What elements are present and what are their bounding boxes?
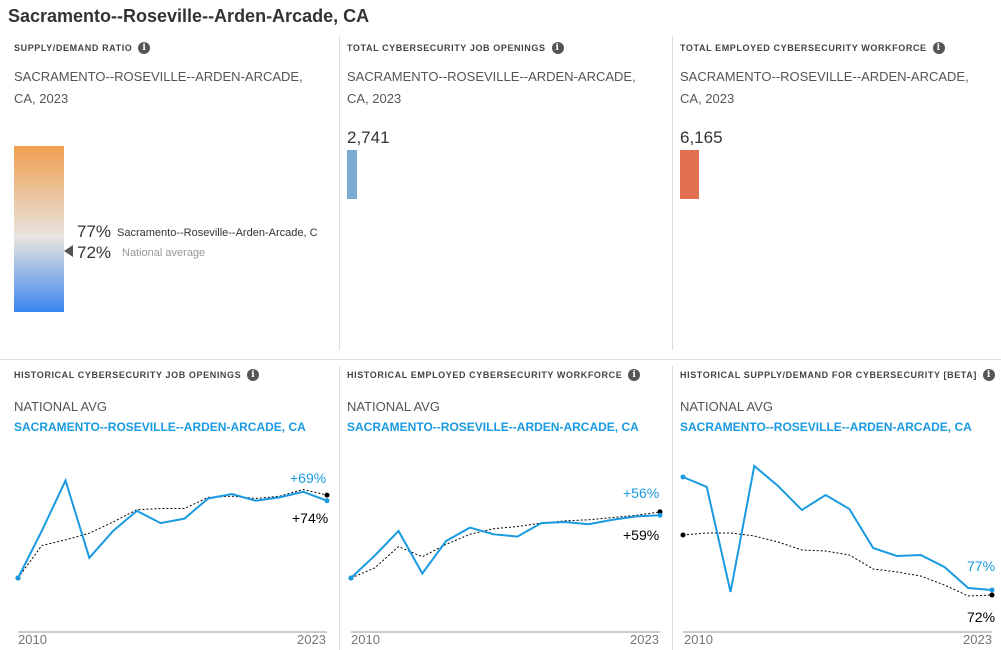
panel-header: HISTORICAL EMPLOYED CYBERSECURITY WORKFO… — [347, 370, 623, 380]
info-icon[interactable]: i — [551, 42, 564, 54]
panel-subtitle: SACRAMENTO--ROSEVILLE--ARDEN-ARCADE, CA,… — [680, 69, 969, 106]
panel-header: TOTAL EMPLOYED CYBERSECURITY WORKFORCE — [680, 43, 927, 53]
page-title: Sacramento--Roseville--Arden-Arcade, CA — [8, 6, 370, 26]
national-line — [682, 532, 993, 597]
panel-header: TOTAL CYBERSECURITY JOB OPENINGS — [347, 43, 546, 53]
info-icon[interactable]: i — [628, 369, 641, 381]
national-point — [324, 492, 330, 498]
local-line — [350, 514, 661, 579]
local-point — [348, 575, 354, 581]
national-marker-icon — [64, 245, 73, 257]
local-end-label: +56% — [623, 485, 660, 501]
local-point — [657, 512, 663, 518]
divider — [672, 366, 673, 650]
x-tick-label: 2023 — [630, 632, 659, 647]
x-tick-label: 2010 — [18, 632, 47, 647]
legend-national: NATIONAL AVG — [680, 399, 773, 414]
x-tick-label: 2010 — [351, 632, 380, 647]
local-point — [324, 498, 330, 504]
x-tick-label: 2023 — [297, 632, 326, 647]
national-line — [350, 511, 661, 579]
hist-openings-panel: HISTORICAL CYBERSECURITY JOB OPENINGS i N… — [14, 369, 344, 434]
legend-national: NATIONAL AVG — [347, 399, 440, 414]
local-end-label: +69% — [290, 470, 327, 486]
national-end-label: +59% — [623, 527, 660, 543]
info-icon[interactable]: i — [982, 369, 995, 381]
historical-charts — [15, 464, 995, 633]
local-point — [989, 587, 995, 593]
workforce-bar — [680, 150, 699, 199]
national-end-label: 72% — [967, 609, 996, 625]
legend-local: SACRAMENTO--ROSEVILLE--ARDEN-ARCADE, CA — [347, 420, 639, 434]
panel-header: HISTORICAL CYBERSECURITY JOB OPENINGS — [14, 370, 242, 380]
ratio-gradient-scale — [14, 146, 64, 312]
local-ratio-value: 77% — [77, 222, 112, 241]
x-tick-label: 2023 — [963, 632, 992, 647]
workforce-value: 6,165 — [680, 128, 723, 147]
local-point — [680, 474, 686, 480]
x-tick-label: 2010 — [684, 632, 713, 647]
panel-subtitle: SACRAMENTO--ROSEVILLE--ARDEN-ARCADE, CA,… — [14, 69, 303, 106]
panel-header: HISTORICAL SUPPLY/DEMAND FOR CYBERSECURI… — [680, 370, 977, 380]
info-icon[interactable]: i — [247, 369, 260, 381]
national-ratio-label: National average — [122, 247, 206, 259]
divider — [0, 359, 1001, 360]
national-point — [989, 592, 995, 598]
legend-national: NATIONAL AVG — [14, 399, 107, 414]
job-openings-panel: TOTAL CYBERSECURITY JOB OPENINGS i SACRAM… — [347, 42, 677, 110]
national-line — [17, 489, 328, 579]
local-line — [682, 464, 993, 593]
national-ratio-value: 72% — [77, 243, 112, 262]
local-point — [15, 575, 21, 581]
supply-demand-ratio-panel: SUPPLY/DEMAND RATIO i SACRAMENTO--ROSEVIL… — [14, 42, 344, 110]
info-icon[interactable]: i — [932, 42, 945, 54]
divider — [672, 36, 673, 350]
legend-local: SACRAMENTO--ROSEVILLE--ARDEN-ARCADE, CA — [14, 420, 306, 434]
info-icon[interactable]: i — [138, 42, 151, 54]
job-openings-bar — [347, 150, 357, 199]
national-end-label: +74% — [292, 510, 329, 526]
hist-supply-demand-panel: HISTORICAL SUPPLY/DEMAND FOR CYBERSECURI… — [680, 369, 1001, 434]
national-point — [680, 532, 686, 538]
legend-local: SACRAMENTO--ROSEVILLE--ARDEN-ARCADE, CA — [680, 420, 972, 434]
divider — [339, 366, 340, 650]
workforce-panel: TOTAL EMPLOYED CYBERSECURITY WORKFORCE i … — [680, 42, 1001, 110]
local-ratio-label: Sacramento--Roseville--Arden-Arcade, C — [117, 227, 318, 239]
local-line — [17, 477, 328, 579]
job-openings-value: 2,741 — [347, 128, 390, 147]
divider — [339, 36, 340, 350]
local-end-label: 77% — [967, 558, 996, 574]
panel-header: SUPPLY/DEMAND RATIO — [14, 43, 133, 53]
hist-workforce-panel: HISTORICAL EMPLOYED CYBERSECURITY WORKFO… — [347, 369, 677, 434]
panel-subtitle: SACRAMENTO--ROSEVILLE--ARDEN-ARCADE, CA,… — [347, 69, 636, 106]
